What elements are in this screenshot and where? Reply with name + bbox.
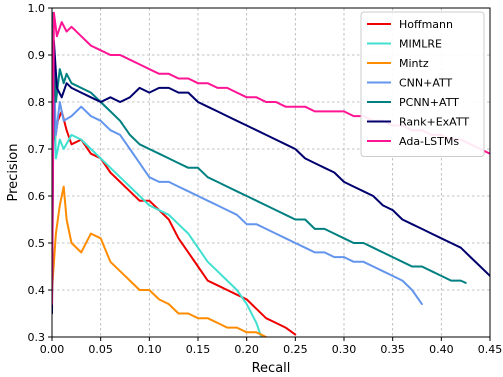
legend-items: Hoffmann MIMLRE Mintz CNN+ATT PCNN+ATT Rank+E… (367, 18, 469, 148)
series-line-mimlre (52, 11, 263, 337)
x-tick-label: 0.45 (478, 343, 503, 356)
legend-label: Ada-LSTMs (399, 135, 459, 148)
series-line-rank-exatt (52, 39, 490, 315)
y-tick-label: 1.0 (28, 2, 46, 15)
legend-label: PCNN+ATT (399, 96, 459, 109)
legend-label: Rank+ExATT (399, 116, 469, 129)
x-tick-label: 0.05 (88, 343, 113, 356)
axis-ticks: 0.00 0.05 0.10 0.15 0.20 0.25 0.30 0.35 0.40 0.45… (28, 2, 503, 356)
legend: Hoffmann MIMLRE Mintz CNN+ATT PCNN+ATT Rank+E… (360, 11, 485, 157)
plot-frame (51, 7, 491, 338)
y-tick-label: 0.6 (28, 190, 46, 203)
x-tick-label: 0.00 (40, 343, 65, 356)
series-line-cnn-att (52, 11, 423, 306)
x-tick-label: 0.25 (283, 343, 308, 356)
legend-label: Hoffmann (399, 18, 453, 31)
legend-label: MIMLRE (399, 38, 442, 51)
y-axis-label: Precision (6, 143, 21, 201)
y-tick-label: 0.5 (28, 237, 46, 250)
x-tick-label: 0.10 (137, 343, 162, 356)
legend-label: Mintz (399, 57, 429, 70)
y-tick-label: 0.8 (28, 96, 46, 109)
x-tick-label: 0.15 (186, 343, 211, 356)
y-tick-label: 0.7 (28, 143, 46, 156)
x-tick-label: 0.40 (429, 343, 454, 356)
x-tick-label: 0.30 (332, 343, 357, 356)
x-tick-label: 0.20 (234, 343, 259, 356)
legend-box (360, 11, 485, 157)
series-line-pcnn-att (52, 11, 467, 284)
x-axis-label: Recall (252, 361, 291, 376)
series-line-mintz (52, 185, 268, 337)
y-tick-label: 0.9 (28, 49, 46, 62)
x-tick-label: 0.35 (380, 343, 405, 356)
y-tick-label: 0.4 (28, 284, 46, 297)
y-tick-label: 0.3 (28, 331, 46, 344)
legend-label: CNN+ATT (399, 77, 453, 90)
